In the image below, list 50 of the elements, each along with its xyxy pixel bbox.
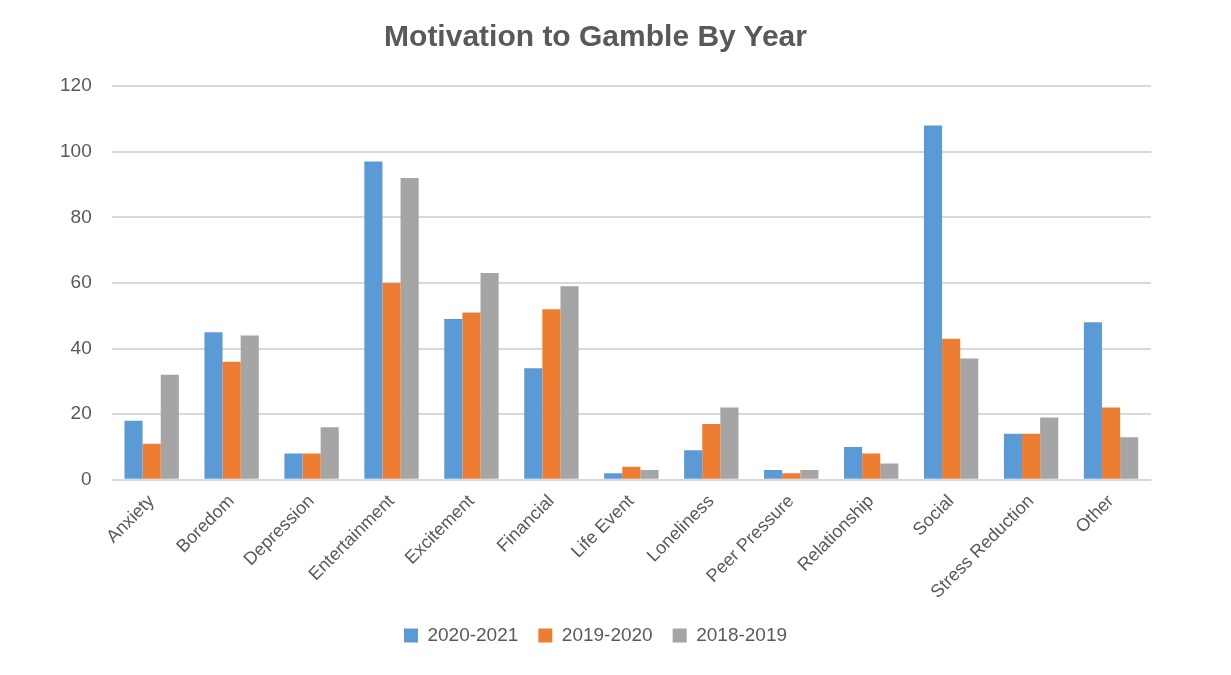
bar: [800, 469, 819, 479]
bar: [444, 319, 463, 479]
bar: [284, 453, 303, 479]
bar: [1120, 437, 1139, 479]
bar: [1003, 433, 1023, 479]
bar: [782, 473, 801, 479]
legend-label: 2018-2019: [696, 623, 788, 645]
legend-label: 2020-2021: [427, 623, 519, 645]
bar: [862, 453, 881, 479]
bar: [124, 420, 143, 479]
bar: [400, 177, 419, 479]
bar: [302, 453, 321, 479]
y-tick-label: 80: [70, 205, 92, 227]
bar: [880, 463, 899, 479]
bar: [1022, 433, 1041, 479]
chart-title: Motivation to Gamble By Year: [384, 19, 808, 53]
bar: [684, 450, 703, 479]
bar: [240, 335, 259, 479]
legend-label: 2019-2020: [561, 623, 653, 645]
bar: [320, 427, 339, 479]
bar: [364, 161, 383, 479]
bar: [462, 312, 481, 479]
bar: [160, 374, 179, 479]
bar: [1101, 407, 1121, 479]
bar: [923, 125, 943, 479]
bar: [480, 273, 499, 479]
y-tick-label: 60: [70, 271, 92, 293]
bar: [720, 407, 739, 479]
bar: [222, 361, 241, 479]
bar: [1083, 322, 1102, 479]
bar: [604, 473, 623, 479]
bar: [942, 338, 961, 479]
bar: [622, 466, 641, 479]
bar: [204, 332, 223, 479]
bar: [142, 443, 161, 479]
bar: [640, 469, 659, 479]
bar: [524, 368, 543, 479]
y-tick-label: 0: [81, 468, 92, 490]
bar: [764, 469, 783, 479]
y-tick-label: 40: [70, 336, 92, 358]
bar: [960, 358, 979, 479]
y-tick-label: 120: [60, 74, 92, 96]
bar: [382, 282, 401, 479]
bar: [560, 286, 579, 479]
y-tick-label: 20: [70, 402, 92, 424]
bar: [1040, 417, 1059, 479]
bar: [702, 424, 721, 479]
y-tick-label: 100: [60, 139, 92, 161]
bar: [844, 446, 863, 479]
bar: [542, 309, 561, 479]
